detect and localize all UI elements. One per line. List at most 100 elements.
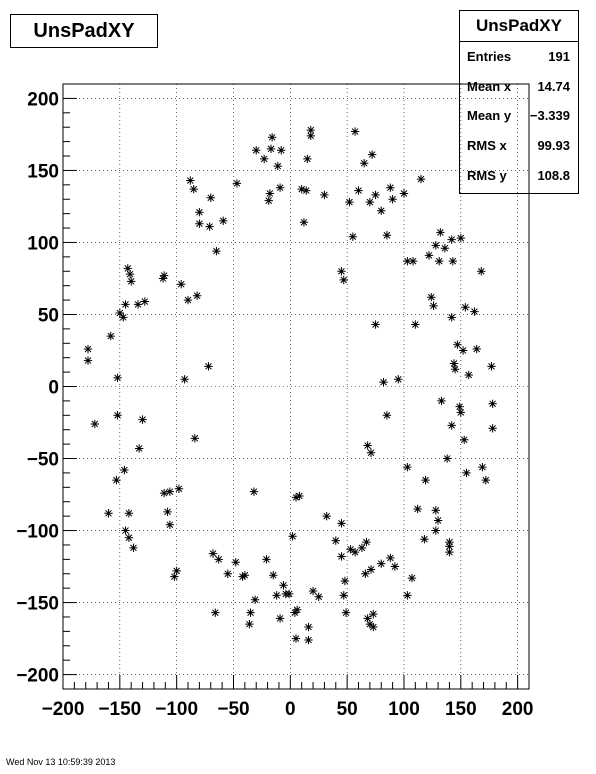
scatter-point <box>83 344 93 354</box>
scatter-point <box>445 547 454 557</box>
asterisk-marker <box>394 375 403 384</box>
asterisk-marker <box>306 131 315 141</box>
scatter-point <box>427 292 436 302</box>
asterisk-marker <box>159 271 169 280</box>
y-tick-label: −100 <box>16 522 59 543</box>
scatter-point <box>246 608 255 617</box>
scatter-point <box>488 424 497 433</box>
asterisk-marker <box>458 346 468 355</box>
scatter-point <box>113 373 122 383</box>
asterisk-marker <box>174 484 184 493</box>
asterisk-marker <box>427 292 436 302</box>
asterisk-marker <box>304 622 313 632</box>
asterisk-marker <box>460 435 469 444</box>
asterisk-marker <box>442 454 452 463</box>
scatter-point <box>267 133 277 142</box>
asterisk-marker <box>408 256 418 266</box>
scatter-point <box>371 190 380 200</box>
scatter-point <box>304 622 313 632</box>
scatter-point <box>341 608 351 617</box>
asterisk-marker <box>291 493 301 502</box>
scatter-point <box>440 244 450 253</box>
asterisk-marker <box>295 491 304 501</box>
scatter-point <box>275 614 285 623</box>
scatter-point <box>306 125 315 135</box>
asterisk-marker <box>165 487 175 496</box>
asterisk-marker <box>369 609 378 619</box>
x-tick-label: 150 <box>445 699 477 720</box>
asterisk-marker <box>140 297 150 306</box>
asterisk-marker <box>113 411 122 420</box>
scatter-point <box>403 256 412 266</box>
stats-value: 108.8 <box>537 167 570 183</box>
asterisk-marker <box>339 275 348 285</box>
asterisk-marker <box>366 565 376 574</box>
asterisk-marker <box>322 511 331 521</box>
scatter-point <box>306 131 315 141</box>
y-tick-label: −200 <box>16 666 59 687</box>
scatter-point <box>488 399 497 408</box>
scatter-point <box>447 421 456 430</box>
scatter-point <box>192 291 202 300</box>
asterisk-marker <box>403 462 412 472</box>
scatter-point <box>190 434 200 443</box>
scatter-point <box>170 572 179 581</box>
asterisk-marker <box>129 543 138 553</box>
scatter-point <box>125 269 135 279</box>
scatter-point <box>371 320 380 329</box>
scatter-point <box>472 344 481 354</box>
scatter-point <box>346 545 355 554</box>
asterisk-marker <box>433 516 443 525</box>
asterisk-marker <box>163 507 172 517</box>
scatter-point <box>288 532 297 541</box>
scatter-point <box>424 251 434 260</box>
scatter-point <box>379 377 388 387</box>
asterisk-marker <box>195 208 204 217</box>
asterisk-marker <box>183 295 193 305</box>
asterisk-marker <box>371 320 380 329</box>
scatter-point <box>291 634 301 643</box>
asterisk-marker <box>120 465 129 475</box>
scatter-point <box>367 150 377 159</box>
asterisk-marker <box>159 488 169 498</box>
asterisk-marker <box>279 581 288 590</box>
asterisk-marker <box>456 408 466 417</box>
scatter-point <box>240 571 250 580</box>
asterisk-marker <box>339 591 348 600</box>
scatter-point <box>462 468 471 478</box>
scatter-point <box>250 595 260 604</box>
asterisk-marker <box>365 197 375 207</box>
y-tick-label: 200 <box>27 89 59 110</box>
asterisk-marker <box>341 608 351 617</box>
asterisk-marker <box>363 614 372 623</box>
scatter-point <box>369 622 378 632</box>
scatter-point <box>249 487 259 496</box>
asterisk-marker <box>273 161 283 171</box>
data-points <box>83 125 497 645</box>
scatter-point <box>431 506 440 515</box>
scatter-point <box>172 566 181 576</box>
asterisk-marker <box>262 555 271 564</box>
asterisk-marker <box>83 356 93 365</box>
y-tick-label: 150 <box>27 161 59 182</box>
asterisk-marker <box>172 566 181 576</box>
asterisk-marker <box>435 256 444 266</box>
asterisk-marker <box>190 434 200 443</box>
asterisk-marker <box>291 634 301 643</box>
scatter-point <box>163 507 172 517</box>
asterisk-marker <box>377 559 386 568</box>
scatter-point <box>292 605 302 614</box>
asterisk-marker <box>269 571 278 580</box>
asterisk-marker <box>124 509 134 518</box>
asterisk-marker <box>337 552 346 561</box>
scatter-point <box>124 509 134 518</box>
asterisk-marker <box>445 547 454 557</box>
asterisk-marker <box>112 475 121 485</box>
scatter-point <box>369 609 378 619</box>
scatter-point <box>252 146 261 155</box>
stats-value: 99.93 <box>537 138 570 154</box>
stats-row-mean-y: Mean y −3.339 <box>460 101 578 131</box>
scatter-point <box>460 435 469 444</box>
asterisk-marker <box>388 195 397 204</box>
